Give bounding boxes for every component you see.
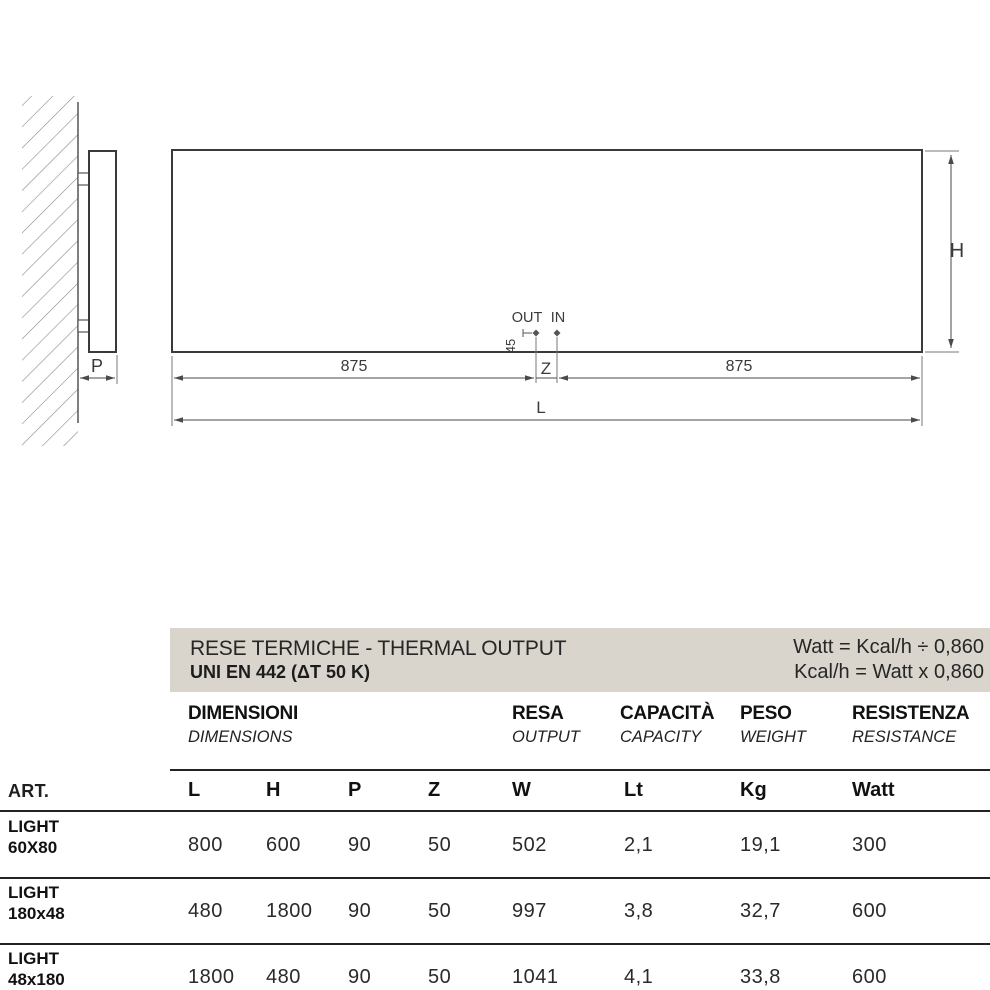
cell-kg: 32,7 <box>740 900 781 922</box>
offset-45-label: 45 <box>503 339 518 353</box>
wall-hatching <box>22 96 79 446</box>
article-name: LIGHT 60X80 <box>8 817 59 857</box>
row-divider <box>0 877 990 879</box>
unit-header-l: L <box>188 779 201 801</box>
span-right-label: 875 <box>726 358 753 375</box>
radiator-side-view <box>77 150 117 353</box>
cell-kg: 33,8 <box>740 966 781 988</box>
cell-watt: 300 <box>852 834 887 856</box>
header-output: RESA OUTPUT <box>512 703 580 746</box>
cell-watt: 600 <box>852 900 887 922</box>
header-resistance: RESISTENZA RESISTANCE <box>852 703 970 746</box>
thermal-output-band: RESE TERMICHE - THERMAL OUTPUT UNI EN 44… <box>170 628 990 692</box>
span-left-label: 875 <box>341 358 368 375</box>
connections: OUT IN 45 <box>503 310 565 383</box>
unit-header-watt: Watt <box>852 779 895 801</box>
cell-l: 480 <box>188 900 223 922</box>
radiator-front-view <box>171 149 923 353</box>
cell-h: 600 <box>266 834 301 856</box>
in-label: IN <box>551 310 566 326</box>
technical-drawing: P H OUT IN 45 <box>22 96 964 446</box>
formula-watt: Watt = Kcal/h ÷ 0,860 <box>793 636 984 658</box>
cell-z: 50 <box>428 900 452 922</box>
row-divider <box>0 943 990 945</box>
dimension-spans: 875 Z 875 <box>171 356 923 426</box>
p-label: P <box>91 356 103 376</box>
cell-lt: 4,1 <box>624 966 654 988</box>
z-label: Z <box>541 359 551 378</box>
cell-l: 800 <box>188 834 223 856</box>
row-divider <box>0 810 990 812</box>
unit-header-h: H <box>266 779 281 801</box>
dimension-h: H <box>925 150 964 353</box>
unit-header-lt: Lt <box>624 779 643 801</box>
band-title: RESE TERMICHE - THERMAL OUTPUT <box>190 637 567 660</box>
unit-header-z: Z <box>428 779 441 801</box>
cell-p: 90 <box>348 966 372 988</box>
header-divider <box>170 769 990 771</box>
unit-header-kg: Kg <box>740 779 767 801</box>
header-weight: PESO WEIGHT <box>740 703 806 746</box>
cell-lt: 3,8 <box>624 900 654 922</box>
in-connection-dot <box>553 329 561 337</box>
cell-p: 90 <box>348 900 372 922</box>
cell-watt: 600 <box>852 966 887 988</box>
cell-z: 50 <box>428 834 452 856</box>
cell-w: 997 <box>512 900 547 922</box>
dimension-p: P <box>80 355 118 384</box>
dimension-l: L <box>174 398 920 423</box>
cell-lt: 2,1 <box>624 834 654 856</box>
l-label: L <box>536 398 545 417</box>
article-name: LIGHT 48x180 <box>8 949 65 989</box>
cell-w: 502 <box>512 834 547 856</box>
cell-z: 50 <box>428 966 452 988</box>
cell-l: 1800 <box>188 966 235 988</box>
cell-w: 1041 <box>512 966 559 988</box>
article-name: LIGHT 180x48 <box>8 883 65 923</box>
out-connection-dot <box>532 329 540 337</box>
unit-header-p: P <box>348 779 362 801</box>
art-column-header: ART. <box>8 781 50 801</box>
band-titles: RESE TERMICHE - THERMAL OUTPUT UNI EN 44… <box>190 636 567 684</box>
formula-kcal: Kcal/h = Watt x 0,860 <box>794 661 984 683</box>
cell-h: 1800 <box>266 900 313 922</box>
conversion-formulas: Watt = Kcal/h ÷ 0,860 Kcal/h = Watt x 0,… <box>793 635 984 685</box>
cell-p: 90 <box>348 834 372 856</box>
unit-header-w: W <box>512 779 531 801</box>
h-label: H <box>950 240 964 262</box>
out-label: OUT <box>512 310 543 326</box>
band-standard: UNI EN 442 (ΔT 50 K) <box>190 662 370 682</box>
header-dimensions: DIMENSIONI DIMENSIONS <box>188 703 298 746</box>
cell-h: 480 <box>266 966 301 988</box>
cell-kg: 19,1 <box>740 834 781 856</box>
header-capacity: CAPACITÀ CAPACITY <box>620 703 715 746</box>
